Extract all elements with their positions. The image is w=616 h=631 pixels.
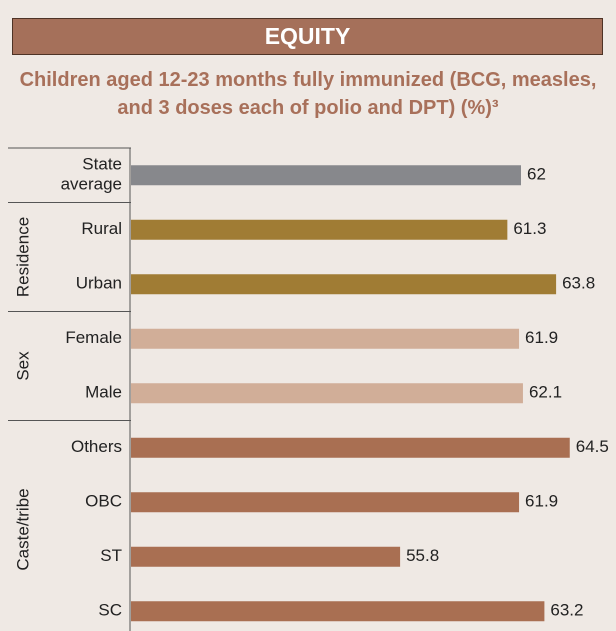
bar: [131, 383, 523, 404]
category-label: Female: [65, 328, 122, 347]
value-label: 63.2: [550, 601, 583, 620]
value-label: 63.8: [562, 274, 595, 293]
category-label: Others: [71, 437, 122, 456]
value-label: 61.3: [513, 219, 546, 238]
group-label: Residence: [13, 217, 32, 297]
bar: [131, 492, 520, 513]
group-label: Sex: [13, 351, 32, 381]
value-label: 64.5: [576, 437, 609, 456]
bar: [131, 219, 508, 240]
bar: [131, 546, 401, 567]
chart-title: Children aged 12-23 months fully immuniz…: [19, 69, 597, 119]
category-label: Rural: [81, 219, 122, 238]
category-label: ST: [100, 546, 122, 565]
section-header: EQUITY: [12, 18, 603, 55]
group-label: Caste/tribe: [13, 488, 32, 570]
value-label: 62.1: [529, 383, 562, 402]
category-label: Male: [85, 383, 122, 402]
category-label: Urban: [76, 274, 122, 293]
value-label: 61.9: [525, 492, 558, 511]
value-label: 55.8: [406, 546, 439, 565]
bar: [131, 165, 521, 186]
bar: [131, 437, 570, 458]
category-label: State average: [61, 155, 122, 194]
bar: [131, 328, 520, 349]
value-label: 61.9: [525, 328, 558, 347]
bar: [131, 274, 557, 295]
category-label: SC: [98, 601, 122, 620]
bar: [131, 601, 545, 622]
value-label: 62: [527, 165, 546, 184]
category-label: OBC: [85, 492, 122, 511]
